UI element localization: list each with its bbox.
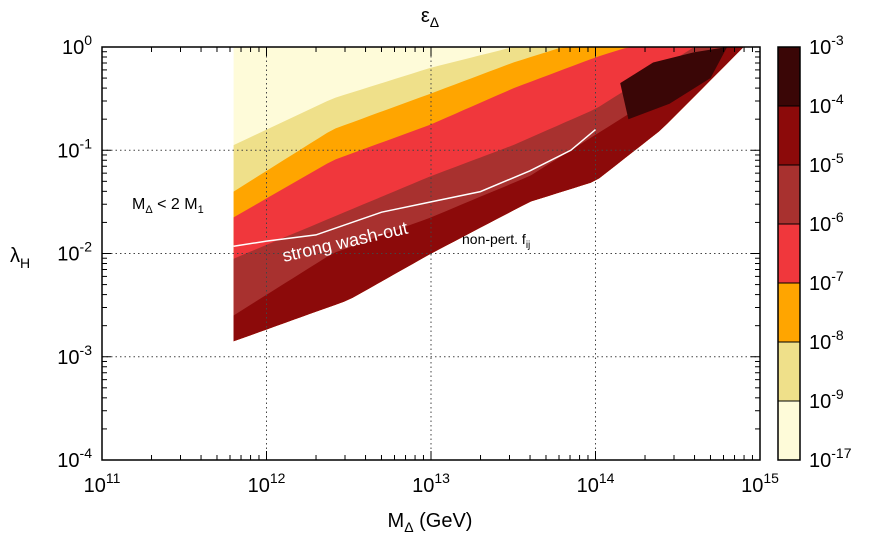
- colorbar-label-base: 10: [809, 214, 831, 236]
- y-tick-label-exp: -3: [80, 342, 93, 358]
- annotation-nonpert-sub: ij: [526, 240, 530, 251]
- colorbar-swatch: [777, 223, 801, 284]
- chart-title-base: ε: [421, 5, 430, 27]
- annotation-kinematic-cut: MΔ < 2 M1: [132, 196, 204, 216]
- x-tick-label-exp: 13: [434, 470, 450, 486]
- colorbar-label-exp: -8: [831, 327, 844, 343]
- colorbar-border: [777, 46, 801, 461]
- x-tick-label-base: 10: [412, 475, 434, 497]
- x-axis-label-base: M: [388, 510, 405, 532]
- colorbar-swatch: [777, 282, 801, 343]
- colorbar-label: 10-5: [809, 150, 844, 177]
- x-tick-label-base: 10: [248, 475, 270, 497]
- y-tick-label: 10-4: [57, 445, 92, 472]
- x-tick-label-base: 10: [741, 475, 763, 497]
- colorbar-label-base: 10: [809, 155, 831, 177]
- colorbar-labels: 10-310-410-510-610-710-810-910-17: [809, 32, 852, 472]
- x-tick-label-exp: 11: [106, 470, 121, 486]
- colorbar-label: 10-4: [809, 91, 844, 118]
- y-tick-label-exp: -2: [80, 239, 93, 255]
- colorbar-label-base: 10: [809, 37, 831, 59]
- chart-title: εΔ: [421, 5, 439, 30]
- x-tick-label: 1013: [412, 470, 450, 497]
- x-axis-label-suffix: (GeV): [414, 510, 473, 532]
- colorbar-swatch: [777, 164, 801, 225]
- y-tick-label: 10-3: [57, 342, 92, 369]
- strong-washout-curve: [233, 129, 596, 248]
- colorbar-swatch: [777, 341, 801, 402]
- colorbar-label: 10-8: [809, 327, 844, 354]
- colorbar-swatch: [777, 46, 801, 107]
- colorbar-label-base: 10: [809, 391, 831, 413]
- colorbar-swatch: [777, 400, 801, 461]
- chart-title-sub: Δ: [430, 14, 439, 30]
- colorbar: [777, 46, 801, 461]
- y-tick-label-exp: -4: [80, 445, 93, 461]
- y-tick-label-base: 10: [57, 244, 79, 266]
- x-axis-label-sub: Δ: [404, 519, 413, 535]
- colorbar-label-exp: -7: [831, 268, 844, 284]
- colorbar-label-base: 10: [809, 273, 831, 295]
- x-tick-label-exp: 14: [599, 470, 615, 486]
- annotation-kinematic-rest: < 2 M: [153, 196, 198, 213]
- heatmap-regions: [233, 47, 744, 342]
- x-tick-label: 1015: [741, 470, 779, 497]
- y-tick-label: 100: [62, 32, 92, 59]
- x-tick-label: 1012: [248, 470, 286, 497]
- region-band-6: [233, 47, 744, 342]
- y-tick-label-base: 10: [57, 140, 79, 162]
- x-tick-label-exp: 12: [270, 470, 286, 486]
- y-tick-label: 10-2: [57, 239, 92, 266]
- x-tick-label-base: 10: [577, 475, 599, 497]
- colorbar-label: 10-17: [809, 445, 852, 472]
- colorbar-label: 10-7: [809, 268, 844, 295]
- annotation-nonpert-base: non-pert. f: [462, 231, 526, 247]
- y-tick-label-exp: 0: [84, 32, 92, 48]
- y-tick-label-base: 10: [57, 347, 79, 369]
- colorbar-label-exp: -5: [831, 150, 844, 166]
- y-tick-label-base: 10: [62, 37, 84, 59]
- annotation-kinematic-sub2: 1: [198, 204, 204, 216]
- y-tick-label: 10-1: [57, 135, 92, 162]
- colorbar-label-base: 10: [809, 450, 831, 472]
- x-tick-labels: 1011 1012 1013 1014 1015: [84, 470, 780, 497]
- x-tick-label-exp: 15: [763, 470, 779, 486]
- x-axis-label: MΔ (GeV): [388, 510, 473, 535]
- colorbar-label-exp: -6: [831, 209, 844, 225]
- y-axis-label: λH: [10, 245, 30, 271]
- colorbar-label-exp: -17: [831, 445, 851, 461]
- annotation-non-perturbative: non-pert. fij: [462, 231, 530, 251]
- x-tick-label: 1014: [577, 470, 615, 497]
- x-tick-label: 1011: [84, 470, 121, 497]
- colorbar-label-exp: -4: [831, 91, 844, 107]
- colorbar-label: 10-9: [809, 386, 844, 413]
- colorbar-label: 10-6: [809, 209, 844, 236]
- colorbar-label-base: 10: [809, 332, 831, 354]
- x-tick-label-base: 10: [84, 475, 106, 497]
- colorbar-label: 10-3: [809, 32, 844, 59]
- annotation-kinematic-sub: Δ: [145, 204, 153, 216]
- region-band-darkest: [620, 47, 728, 120]
- y-axis-label-base: λ: [10, 245, 20, 267]
- y-tick-label-base: 10: [57, 450, 79, 472]
- colorbar-swatch: [777, 105, 801, 166]
- colorbar-label-exp: -9: [831, 386, 844, 402]
- y-axis-label-sub: H: [20, 255, 30, 271]
- y-tick-label-exp: -1: [80, 135, 93, 151]
- grid-lines: [102, 47, 760, 460]
- colorbar-label-exp: -3: [831, 32, 844, 48]
- colorbar-label-base: 10: [809, 96, 831, 118]
- axis-ticks: [101, 47, 760, 461]
- annotation-kinematic-m: M: [132, 196, 145, 213]
